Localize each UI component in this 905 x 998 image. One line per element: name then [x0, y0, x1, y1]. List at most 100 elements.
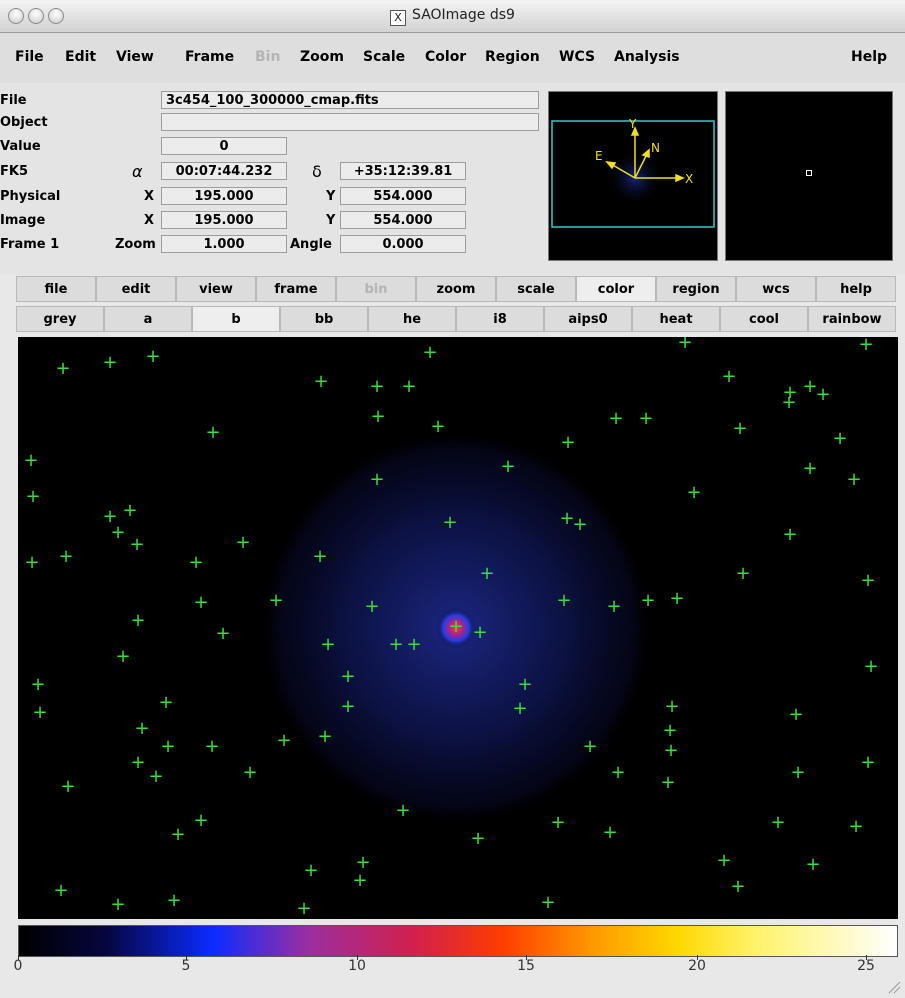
point-region-marker[interactable]: +: [782, 524, 798, 545]
point-region-marker[interactable]: +: [848, 816, 864, 837]
btn-help[interactable]: help: [816, 276, 896, 302]
btn-scale[interactable]: scale: [496, 276, 576, 302]
point-region-marker[interactable]: +: [401, 376, 417, 397]
menu-scale[interactable]: Scale: [363, 49, 406, 65]
point-region-marker[interactable]: +: [60, 776, 76, 797]
point-region-marker[interactable]: +: [115, 646, 131, 667]
point-region-marker[interactable]: +: [540, 892, 556, 913]
point-region-marker[interactable]: +: [23, 450, 39, 471]
point-region-marker[interactable]: +: [500, 456, 516, 477]
point-region-marker[interactable]: +: [662, 720, 678, 741]
point-region-marker[interactable]: +: [364, 596, 380, 617]
panner[interactable]: Y N E X: [548, 91, 718, 261]
menu-region[interactable]: Region: [485, 49, 540, 65]
point-region-marker[interactable]: +: [340, 666, 356, 687]
menu-view[interactable]: View: [116, 49, 154, 65]
point-region-marker[interactable]: +: [560, 432, 576, 453]
colorbar[interactable]: [18, 925, 898, 957]
btn-frame[interactable]: frame: [256, 276, 336, 302]
point-region-marker[interactable]: +: [863, 656, 879, 677]
point-region-marker[interactable]: +: [846, 469, 862, 490]
point-region-marker[interactable]: +: [610, 762, 626, 783]
point-region-marker[interactable]: +: [556, 590, 572, 611]
menu-help[interactable]: Help: [851, 49, 888, 65]
point-region-marker[interactable]: +: [268, 590, 284, 611]
btn-bin[interactable]: bin: [336, 276, 416, 302]
point-region-marker[interactable]: +: [303, 860, 319, 881]
menu-wcs[interactable]: WCS: [559, 49, 596, 65]
point-region-marker[interactable]: +: [430, 416, 446, 437]
point-region-marker[interactable]: +: [802, 376, 818, 397]
point-region-marker[interactable]: +: [472, 622, 488, 643]
point-region-marker[interactable]: +: [30, 674, 46, 695]
point-region-marker[interactable]: +: [110, 894, 126, 915]
point-region-marker[interactable]: +: [663, 740, 679, 761]
point-region-marker[interactable]: +: [193, 810, 209, 831]
point-region-marker[interactable]: +: [512, 698, 528, 719]
point-region-marker[interactable]: +: [815, 384, 831, 405]
point-region-marker[interactable]: +: [388, 634, 404, 655]
point-region-marker[interactable]: +: [312, 546, 328, 567]
point-region-marker[interactable]: +: [664, 696, 680, 717]
menu-color[interactable]: Color: [425, 49, 467, 65]
point-region-marker[interactable]: +: [276, 730, 292, 751]
point-region-marker[interactable]: +: [858, 337, 874, 355]
point-region-marker[interactable]: +: [130, 752, 146, 773]
point-region-marker[interactable]: +: [730, 876, 746, 897]
point-region-marker[interactable]: +: [470, 828, 486, 849]
point-region-marker[interactable]: +: [355, 852, 371, 873]
point-region-marker[interactable]: +: [370, 406, 386, 427]
point-region-marker[interactable]: +: [313, 371, 329, 392]
point-region-marker[interactable]: +: [782, 382, 798, 403]
cmap-heat[interactable]: heat: [632, 306, 720, 332]
menu-zoom[interactable]: Zoom: [300, 49, 344, 65]
point-region-marker[interactable]: +: [479, 563, 495, 584]
btn-edit[interactable]: edit: [96, 276, 176, 302]
cmap-cool[interactable]: cool: [720, 306, 808, 332]
point-region-marker[interactable]: +: [24, 552, 40, 573]
btn-zoom[interactable]: zoom: [416, 276, 496, 302]
point-region-marker[interactable]: +: [638, 408, 654, 429]
point-region-marker[interactable]: +: [317, 726, 333, 747]
point-region-marker[interactable]: +: [340, 696, 356, 717]
point-region-marker[interactable]: +: [296, 898, 312, 919]
zoom-window-button[interactable]: [48, 8, 64, 24]
point-region-marker[interactable]: +: [781, 392, 797, 413]
point-region-marker[interactable]: +: [53, 880, 69, 901]
point-region-marker[interactable]: +: [158, 692, 174, 713]
point-region-marker[interactable]: +: [640, 590, 656, 611]
cmap-aips0[interactable]: aips0: [544, 306, 632, 332]
btn-region[interactable]: region: [656, 276, 736, 302]
point-region-marker[interactable]: +: [122, 500, 138, 521]
btn-color[interactable]: color: [576, 276, 656, 302]
point-region-marker[interactable]: +: [686, 482, 702, 503]
point-region-marker[interactable]: +: [860, 570, 876, 591]
point-region-marker[interactable]: +: [148, 766, 164, 787]
btn-file[interactable]: file: [16, 276, 96, 302]
point-region-marker[interactable]: +: [352, 870, 368, 891]
point-region-marker[interactable]: +: [204, 736, 220, 757]
close-window-button[interactable]: [8, 8, 24, 24]
point-region-marker[interactable]: +: [802, 458, 818, 479]
point-region-marker[interactable]: +: [721, 366, 737, 387]
point-region-marker[interactable]: +: [732, 418, 748, 439]
cmap-rainbow[interactable]: rainbow: [808, 306, 896, 332]
point-region-marker[interactable]: +: [369, 376, 385, 397]
point-region-marker[interactable]: +: [32, 702, 48, 723]
point-region-marker[interactable]: +: [110, 522, 126, 543]
point-region-marker[interactable]: +: [58, 546, 74, 567]
point-region-marker[interactable]: +: [25, 486, 41, 507]
point-region-marker[interactable]: +: [160, 736, 176, 757]
cmap-b[interactable]: b: [192, 306, 280, 332]
point-region-marker[interactable]: +: [102, 352, 118, 373]
point-region-marker[interactable]: +: [205, 422, 221, 443]
resize-grip-icon[interactable]: [887, 980, 901, 994]
menu-bin[interactable]: Bin: [255, 49, 281, 65]
point-region-marker[interactable]: +: [860, 752, 876, 773]
point-region-marker[interactable]: +: [369, 469, 385, 490]
btn-view[interactable]: view: [176, 276, 256, 302]
point-region-marker[interactable]: +: [442, 512, 458, 533]
point-region-marker[interactable]: +: [559, 508, 575, 529]
point-region-marker[interactable]: +: [550, 812, 566, 833]
point-region-marker[interactable]: +: [129, 534, 145, 555]
